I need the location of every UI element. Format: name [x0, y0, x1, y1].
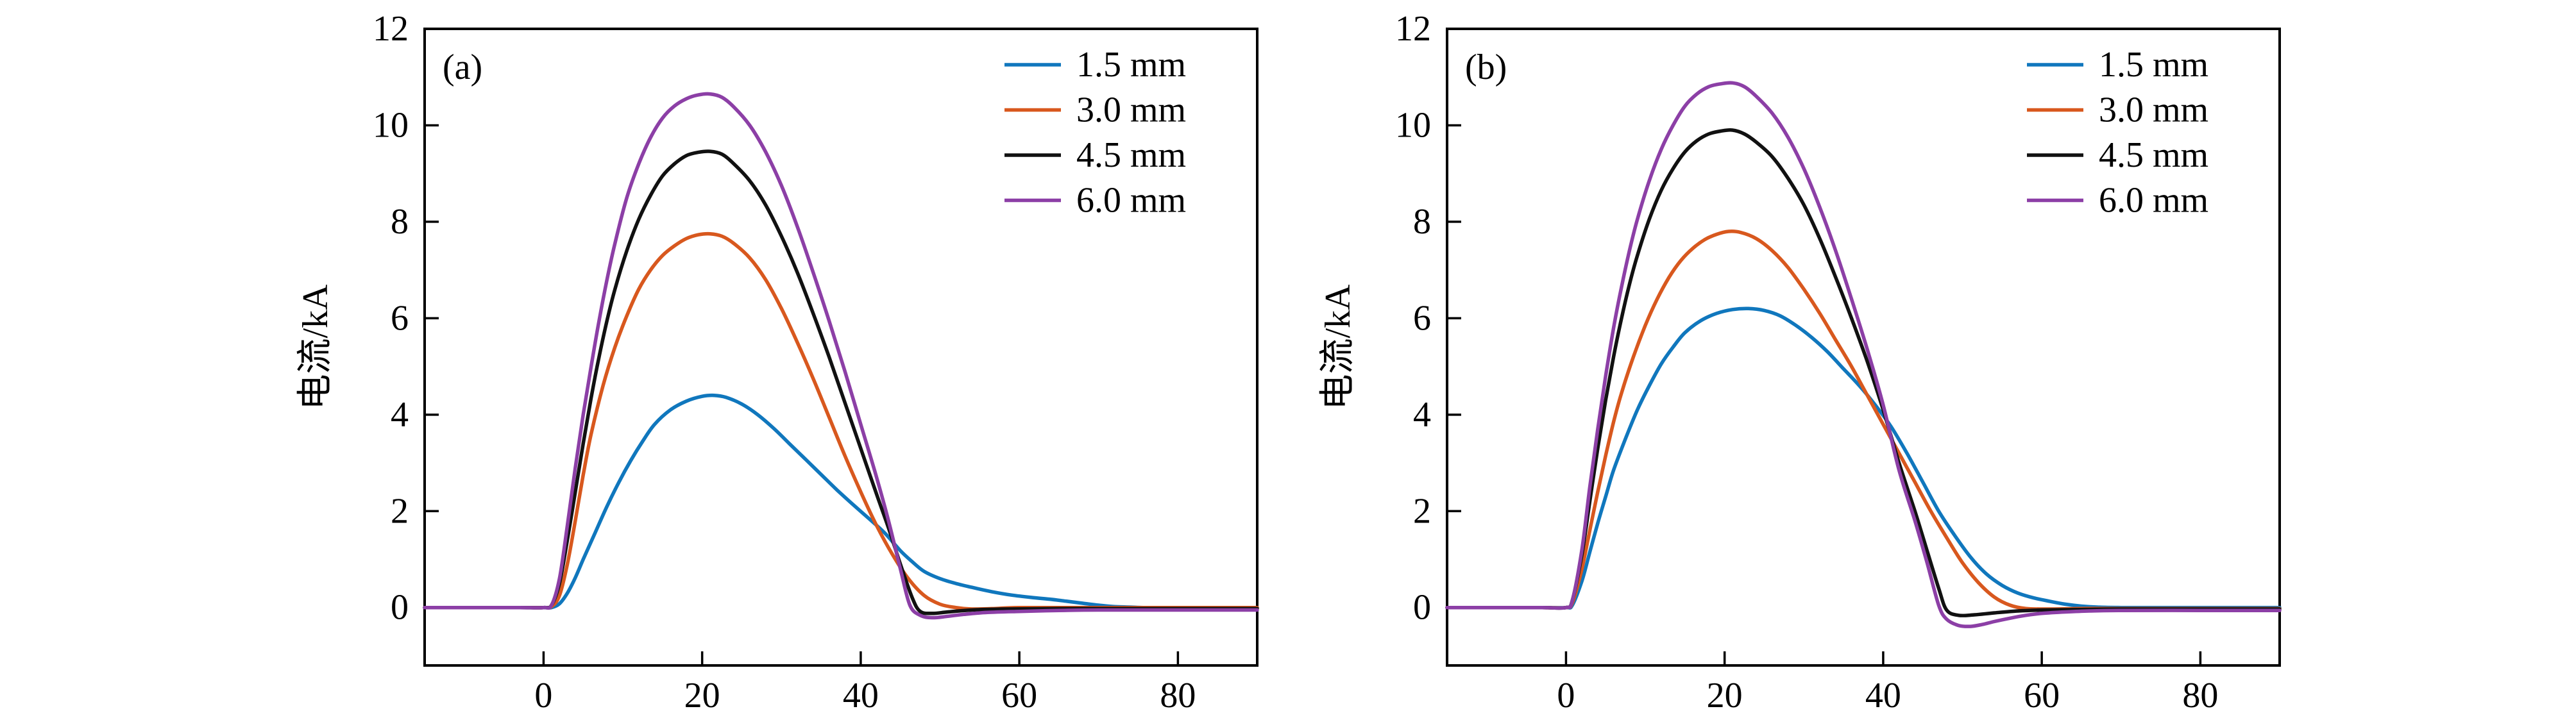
panel-b-x-tick-label: 80 [2182, 676, 2218, 715]
panel-b-y-tick-label: 6 [1413, 298, 1431, 338]
panel-a-legend-label-6.0mm: 6.0 mm [1076, 181, 1186, 221]
panel-a-axes-frame [423, 28, 1258, 667]
panel-b-x-tick-label: 60 [2024, 676, 2060, 715]
panel-a: 0 20 40 60 80 0 2 4 6 8 10 12 电流/kA (a) 1.5 mm 3.0 mm 4.… [296, 9, 1259, 715]
panel-a-x-tick-label: 20 [684, 676, 720, 715]
panel-a-y-tick-label: 6 [391, 298, 409, 338]
panel-a-label: (a) [443, 47, 482, 87]
panel-a-y-tick-label: 10 [373, 105, 409, 145]
panel-b-x-tick-label: 0 [1557, 676, 1575, 715]
panel-b-series-line-1.5mm [1445, 306, 2282, 610]
panel-b: 0 20 40 60 80 0 2 4 6 8 10 12 电流/kA (b) 1.5 mm 3.0 mm 4.… [1318, 9, 2282, 715]
panel-a-y-tick-label: 8 [391, 202, 409, 242]
panel-a-legend-label-1.5mm: 1.5 mm [1076, 45, 1186, 85]
panel-a-legend-label-3.0mm: 3.0 mm [1076, 90, 1186, 130]
panel-b-x-tick-label: 40 [1865, 676, 1901, 715]
panel-a-x-tick-label: 0 [534, 676, 552, 715]
panel-a-series-line-4.5mm [423, 149, 1259, 615]
panel-a-y-tick-label: 4 [391, 395, 409, 435]
panel-b-series-line-3.0mm [1445, 230, 2282, 611]
panel-b-axes-frame [1446, 28, 2281, 667]
panel-b-legend-label-1.5mm: 1.5 mm [2099, 45, 2208, 85]
panel-a-series-line-6.0mm [423, 92, 1259, 620]
panel-b-y-tick-label: 8 [1413, 202, 1431, 242]
panel-a-y-tick-label: 12 [373, 9, 409, 49]
panel-b-legend-label-4.5mm: 4.5 mm [2099, 135, 2208, 175]
panel-b-y-axis-label: 电流/kA [1318, 284, 1358, 410]
panel-a-series-line-3.0mm [423, 231, 1259, 611]
panel-b-y-tick-label: 0 [1413, 588, 1431, 628]
panel-b-y-tick-label: 12 [1395, 9, 1431, 49]
panel-b-y-tick-label: 2 [1413, 491, 1431, 531]
panel-b-legend-label-3.0mm: 3.0 mm [2099, 90, 2208, 130]
panel-a-x-tick-label: 60 [1001, 676, 1037, 715]
panel-b-series-line-6.0mm [1445, 81, 2282, 628]
panel-a-x-tick-label: 40 [843, 676, 879, 715]
panel-b-label: (b) [1465, 47, 1507, 87]
panel-b-legend-label-6.0mm: 6.0 mm [2099, 181, 2208, 221]
panel-b-series-line-4.5mm [1445, 128, 2282, 618]
panel-b-x-tick-label: 20 [1707, 676, 1743, 715]
panel-a-y-axis-label: 电流/kA [296, 284, 335, 410]
panel-b-y-tick-label: 4 [1413, 395, 1431, 435]
panel-a-series-line-1.5mm [423, 393, 1259, 610]
panel-a-legend-label-4.5mm: 4.5 mm [1076, 135, 1186, 175]
panel-a-x-tick-label: 80 [1160, 676, 1196, 715]
panel-b-y-tick-label: 10 [1395, 105, 1431, 145]
panel-a-y-tick-label: 2 [391, 491, 409, 531]
panel-a-y-tick-label: 0 [391, 588, 409, 628]
